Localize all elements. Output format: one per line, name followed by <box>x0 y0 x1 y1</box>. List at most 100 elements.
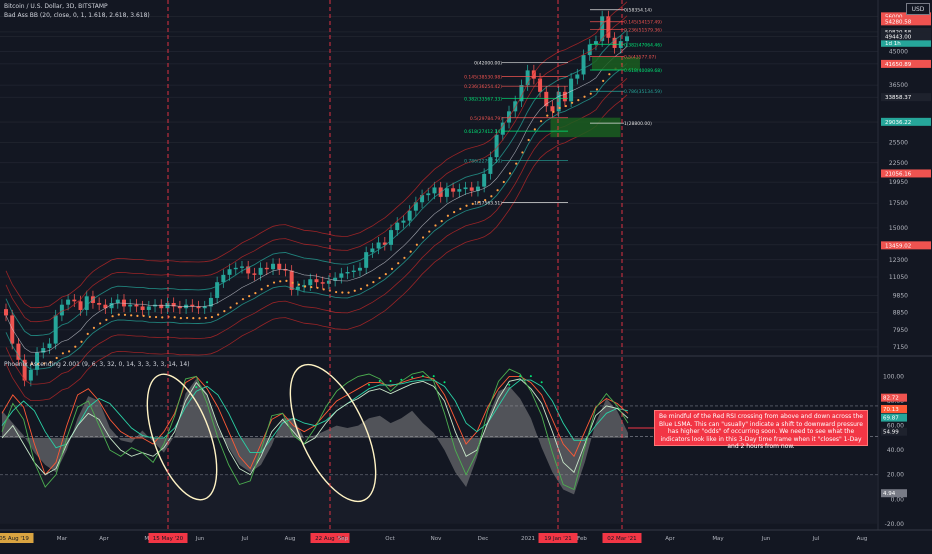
candle-body <box>370 248 375 253</box>
candle-body <box>519 85 524 102</box>
candle-body <box>376 242 381 249</box>
osc-top-dot <box>378 380 381 383</box>
osc-badge-label: 69.87 <box>883 416 899 422</box>
sar-dot <box>148 315 151 318</box>
sar-dot <box>477 201 481 204</box>
candle-body <box>463 187 468 190</box>
time-tick-label: Jun <box>195 536 205 542</box>
candle-body <box>271 263 276 270</box>
sar-dot <box>117 313 120 316</box>
sar-dot <box>235 302 238 305</box>
candle-body <box>457 189 462 192</box>
oscillator-title: Phoenix Ascending 2.001 (9, 6, 3, 32, 0,… <box>4 361 190 368</box>
price-tick-label: 17500 <box>889 200 908 207</box>
sar-dot <box>571 101 574 104</box>
candle-body <box>264 267 269 270</box>
candle-body <box>246 266 251 274</box>
candle-body <box>333 277 338 281</box>
sar-dot <box>204 316 207 320</box>
sar-dot <box>484 199 487 202</box>
osc-top-dot <box>508 383 511 386</box>
sar-dot <box>173 316 176 319</box>
sar-dot <box>55 356 58 360</box>
candle-body <box>314 279 319 283</box>
highlight-ellipse-1 <box>146 373 218 501</box>
fib-upper-label: 0.618(40089.68) <box>624 68 662 74</box>
candle-body <box>612 37 617 48</box>
price-badge-label: 13459.02 <box>885 243 911 249</box>
candle-body <box>109 302 114 309</box>
price-tick-label: 7150 <box>893 344 908 351</box>
sar-dot <box>185 316 189 320</box>
time-badge <box>602 533 642 543</box>
candle-body <box>426 193 431 196</box>
price-badge <box>881 93 931 102</box>
price-tick-label: 15000 <box>889 225 908 232</box>
osc-top-dot <box>519 375 522 378</box>
sar-dot <box>223 310 226 313</box>
osc-line-signal <box>1 378 629 476</box>
sar-dot <box>142 314 145 317</box>
time-tick-label: Dec <box>478 536 489 542</box>
price-badge-label: 21056.16 <box>885 171 912 177</box>
sar-dot <box>68 350 71 353</box>
time-tick-label: Jun <box>761 536 771 542</box>
candle-body <box>593 41 598 45</box>
time-tick-label: Nov <box>431 536 442 542</box>
candle-body <box>128 304 133 307</box>
candle-body <box>233 267 238 270</box>
price-badge-label: 1d 1h <box>885 41 901 47</box>
osc-histogram-area <box>2 378 628 495</box>
candle-body <box>59 304 64 316</box>
sar-dot <box>254 291 257 295</box>
sar-dot <box>552 110 555 113</box>
indicator-title: Bad Ass BB (20, close, 0, 1, 1.618, 2.61… <box>4 12 150 19</box>
sar-dot <box>508 172 512 175</box>
sar-dot <box>602 79 605 82</box>
time-tick-label: Sep <box>338 536 349 542</box>
time-tick-label: Mar <box>57 536 68 542</box>
osc-tick-label: 40.00 <box>887 447 904 454</box>
candle-body <box>600 16 605 42</box>
time-axis-bg <box>0 530 932 550</box>
candle-body <box>159 304 164 309</box>
candle-body <box>78 301 83 310</box>
osc-tick-label: 100.00 <box>883 373 904 380</box>
band-upper-outer <box>5 1 628 309</box>
candle-body <box>16 343 21 360</box>
sar-dot <box>322 288 325 291</box>
sar-dot <box>111 315 114 318</box>
candle-body <box>208 297 213 307</box>
osc-badge-label: 82.72 <box>883 396 899 402</box>
candle-body <box>277 263 282 270</box>
candle-body <box>389 230 394 245</box>
sar-dot <box>465 204 468 207</box>
fib-lower-label: 0.236(36254.42) <box>464 84 502 90</box>
osc-badge <box>881 413 907 422</box>
time-tick-label: Apr <box>99 536 109 542</box>
time-badge-label: 19 Jan '21 <box>544 536 571 542</box>
currency-button[interactable]: USD <box>906 3 930 15</box>
sar-dot <box>608 73 611 76</box>
fib-lower-label: 0.145(38530.98) <box>464 74 502 80</box>
time-tick-label: 2021 <box>521 536 535 542</box>
time-badge <box>538 533 578 543</box>
price-badge-label: 56000 <box>885 14 903 20</box>
candle-body <box>556 91 561 112</box>
candle-body <box>581 55 586 75</box>
sar-dot <box>428 230 431 233</box>
sar-dot <box>558 106 561 110</box>
candle-body <box>413 202 418 211</box>
candle-body <box>500 122 505 135</box>
sar-dot <box>527 138 530 142</box>
price-tick-label: 19950 <box>889 179 908 186</box>
sar-dot <box>248 295 251 298</box>
fib-upper-label: 0.786(35134.59) <box>624 89 662 95</box>
candle-body <box>469 187 474 191</box>
fib-zone-upper <box>591 56 640 71</box>
candle-body <box>531 70 536 79</box>
sar-dot <box>49 361 52 364</box>
osc-badge <box>881 489 907 498</box>
sar-dot <box>347 291 350 294</box>
